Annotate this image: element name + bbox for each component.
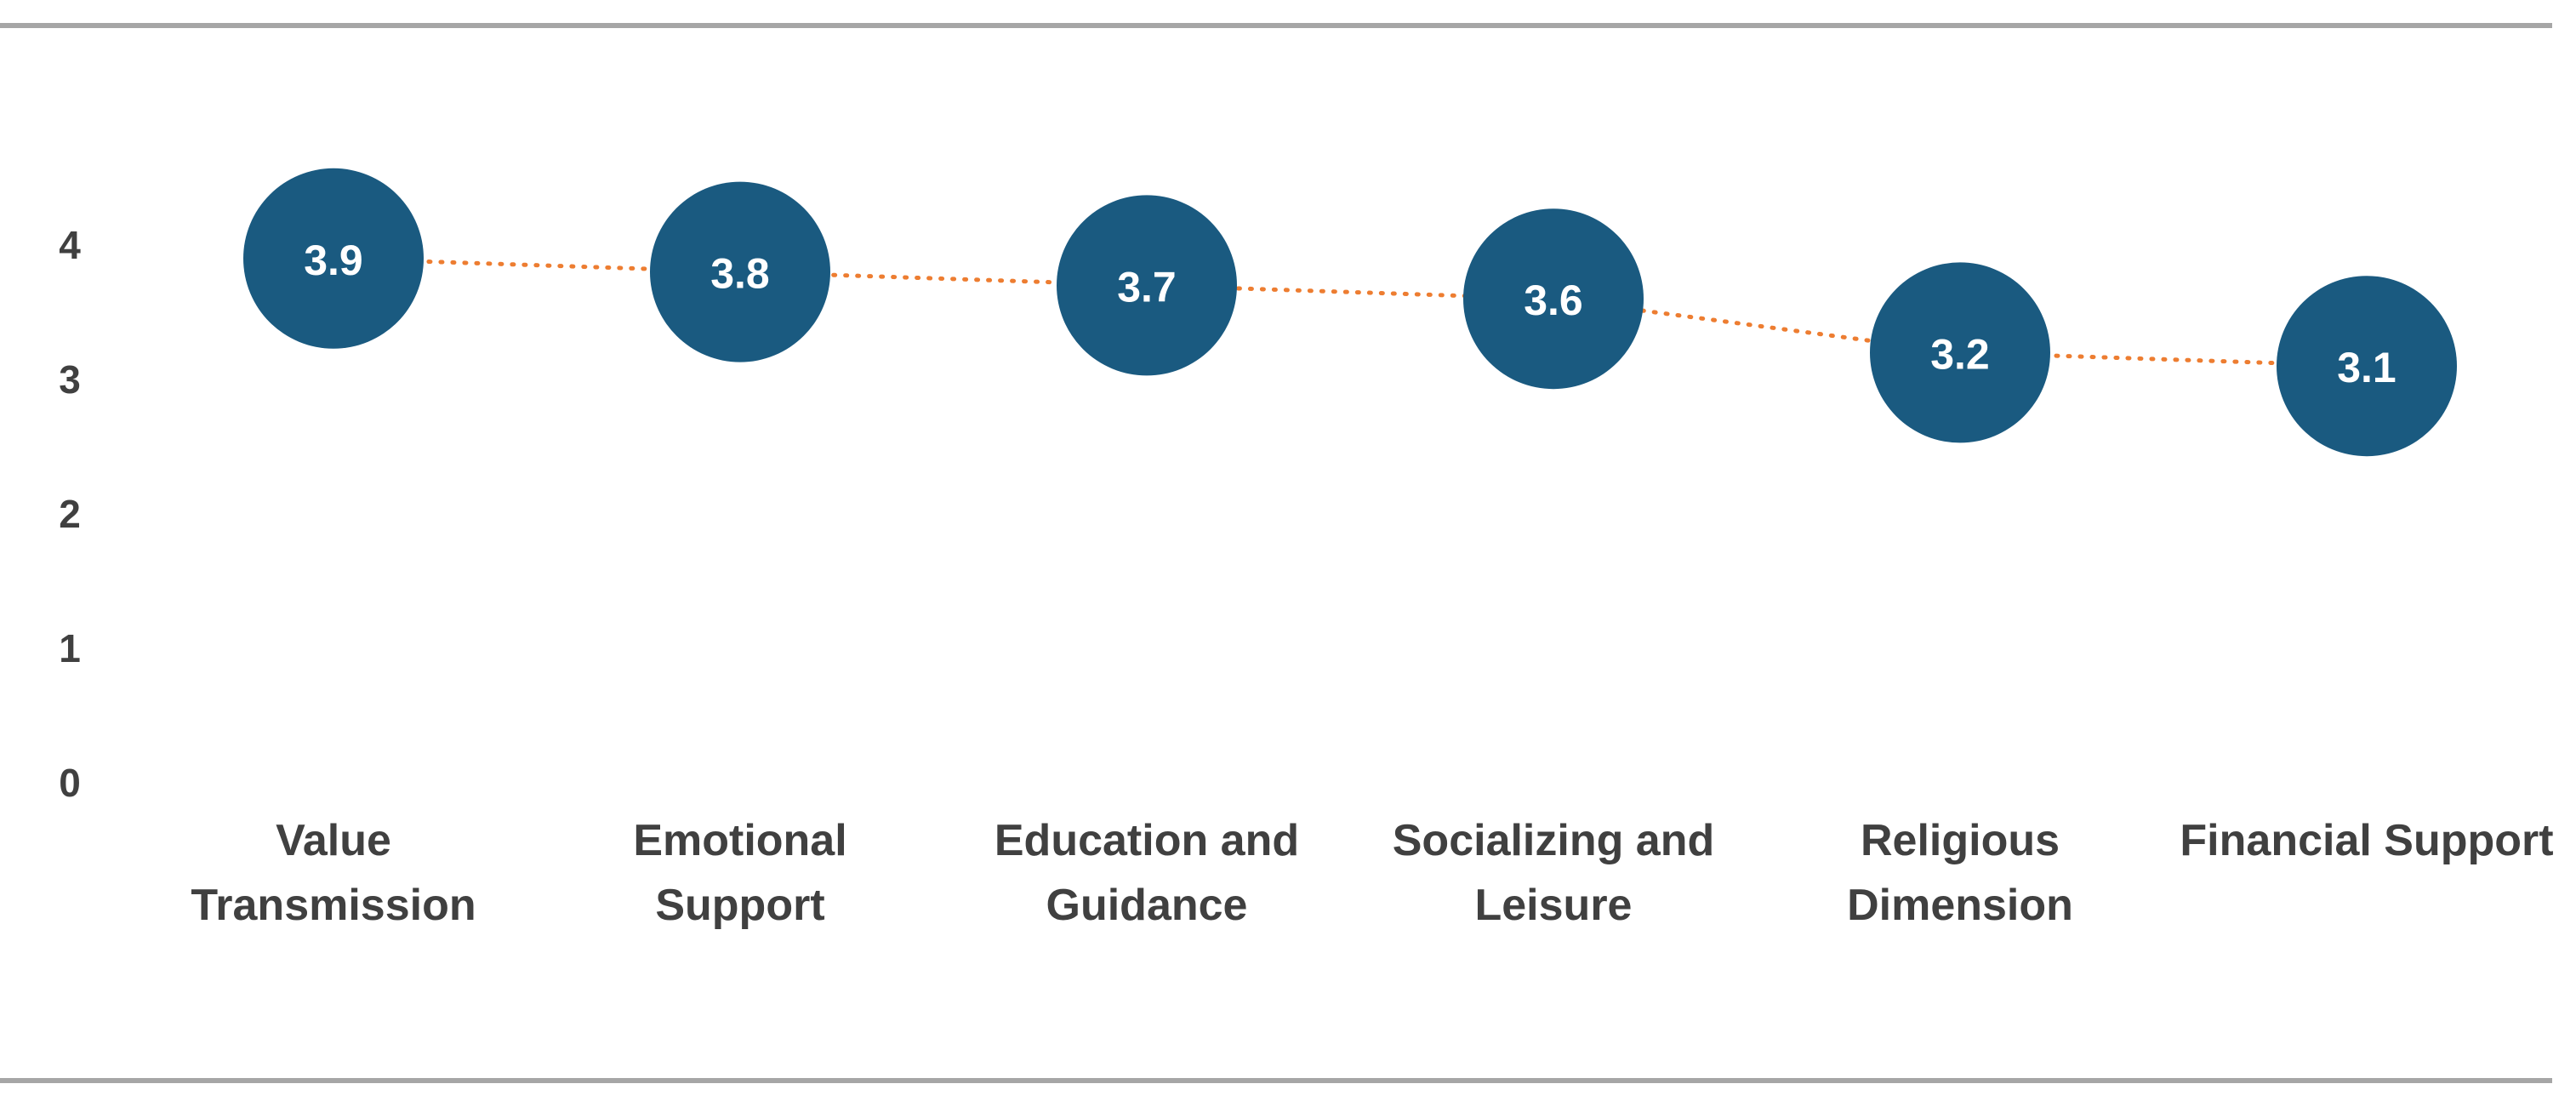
- x-tick-label: Education and Guidance: [994, 816, 1299, 930]
- x-tick-label-line: Financial Support: [2180, 816, 2553, 865]
- data-label: 3.6: [1524, 277, 1583, 324]
- x-tick-label-line: Education and: [994, 816, 1299, 865]
- x-tick-label-line: Leisure: [1475, 881, 1633, 930]
- x-tick-label-line: Transmission: [191, 881, 476, 930]
- data-point-marker: [1057, 195, 1237, 376]
- x-tick-label-line: Religious: [1861, 816, 2060, 865]
- x-tick-label: Socializing and Leisure: [1393, 816, 1715, 930]
- x-tick-label-line: Dimension: [1847, 881, 2073, 930]
- x-tick-label-line: Socializing and: [1393, 816, 1715, 865]
- x-tick-label-line: Emotional: [633, 816, 846, 865]
- data-point: 3.7: [1057, 195, 1237, 376]
- y-tick-label: 2: [59, 492, 81, 536]
- data-label: 3.1: [2337, 344, 2396, 391]
- data-label: 3.8: [710, 250, 770, 298]
- x-tick-label-line: Guidance: [1046, 881, 1248, 930]
- data-point-marker: [243, 168, 424, 349]
- connector-layer: [331, 256, 2369, 368]
- data-point: 3.9: [243, 168, 424, 349]
- data-point: 3.1: [2277, 276, 2457, 457]
- y-tick-label: 4: [59, 223, 81, 267]
- series-connector-line: [331, 256, 2369, 368]
- data-point: 3.2: [1870, 262, 2050, 443]
- data-point: 3.8: [650, 181, 830, 362]
- y-tick-label: 0: [59, 761, 81, 805]
- data-label: 3.7: [1117, 263, 1177, 311]
- x-tick-label: Financial Support: [2180, 816, 2553, 865]
- data-point-marker: [650, 181, 830, 362]
- marker-layer: 3.9 3.8 3.7 3.6 3.2 3.1: [243, 168, 2457, 457]
- data-point: 3.6: [1463, 208, 1644, 390]
- data-label: 3.9: [304, 237, 363, 284]
- y-axis: 0 1 2 3 4: [59, 223, 81, 805]
- data-point-marker: [1870, 262, 2050, 443]
- data-point-marker: [2277, 276, 2457, 457]
- data-point-marker: [1463, 208, 1644, 390]
- x-axis: Value Transmission Emotional Support Educati…: [191, 816, 2553, 930]
- data-label: 3.2: [1930, 330, 1990, 378]
- x-tick-label-line: Value: [276, 816, 391, 865]
- x-tick-label-line: Support: [655, 881, 824, 930]
- x-tick-label: Value Transmission: [191, 816, 476, 930]
- y-tick-label: 1: [59, 626, 81, 670]
- x-tick-label: Emotional Support: [633, 816, 846, 930]
- y-tick-label: 3: [59, 357, 81, 402]
- x-tick-label: Religious Dimension: [1847, 816, 2073, 930]
